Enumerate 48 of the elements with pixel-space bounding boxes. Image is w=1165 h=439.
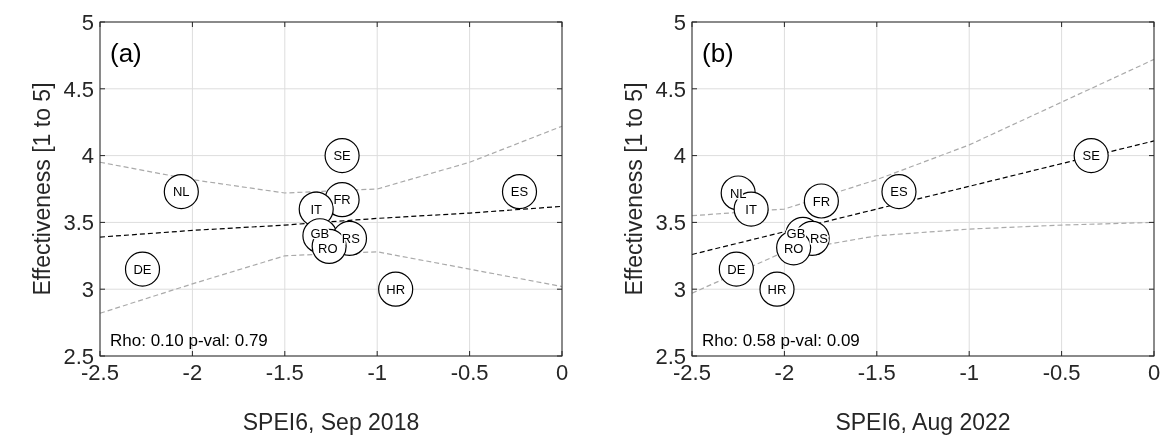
x-tick-label: -1.5 (265, 360, 304, 385)
data-label: DE (727, 261, 746, 277)
x-tick-label: -0.5 (1042, 360, 1081, 385)
data-label: RS (809, 230, 829, 246)
data-label: ES (510, 184, 529, 200)
annotation: Rho: 0.58 p-val: 0.09 (702, 331, 860, 350)
x-tick-label: -1 (959, 360, 979, 385)
x-tick-label: 0 (1147, 360, 1161, 385)
y-tick-label: 4.5 (63, 76, 94, 102)
data-label: IT (745, 201, 757, 217)
data-label: FR (333, 192, 351, 208)
x-tick-label: 0 (555, 360, 569, 385)
y-tick-label: 4.5 (655, 76, 686, 102)
y-tick-label: 5 (81, 9, 94, 35)
y-tick-label: 5 (673, 9, 686, 35)
y-axis-title: Effectiveness [1 to 5] (621, 82, 647, 296)
y-tick-label: 3.5 (63, 210, 94, 236)
x-tick-label: -1 (367, 360, 387, 385)
x-tick-label: -2 (182, 360, 203, 385)
x-tick-label: -2 (774, 360, 795, 385)
annotation: (b) (702, 38, 734, 68)
x-axis-title: SPEI6, Aug 2022 (835, 409, 1011, 435)
y-tick-label: 3 (81, 276, 94, 302)
y-axis-title: Effectiveness [1 to 5] (29, 82, 55, 296)
data-label: DE (133, 261, 152, 277)
data-label: NL (729, 185, 747, 201)
x-tick-label: -1.5 (857, 360, 896, 385)
data-label: IT (310, 201, 323, 217)
data-label: NL (173, 184, 190, 200)
data-label: HR (767, 281, 787, 297)
data-label: ES (890, 184, 908, 200)
line-series (99, 125, 563, 194)
data-label: FR (812, 193, 831, 209)
y-tick-label: 3.5 (655, 210, 686, 236)
data-label: SE (1082, 148, 1101, 164)
annotation: Rho: 0.10 p-val: 0.79 (110, 331, 268, 350)
y-tick-label: 4 (673, 143, 686, 169)
data-label: RO (318, 241, 338, 257)
data-label: RO (783, 241, 804, 257)
y-tick-label: 4 (81, 143, 94, 169)
line-series (99, 251, 563, 314)
line-series (691, 140, 1155, 256)
x-axis-title: SPEI6, Sep 2018 (242, 409, 420, 435)
data-label: HR (386, 281, 406, 297)
data-label: SE (333, 148, 352, 164)
annotation: (a) (110, 38, 142, 68)
x-tick-label: -0.5 (450, 360, 489, 385)
y-tick-label: 3 (673, 276, 686, 302)
